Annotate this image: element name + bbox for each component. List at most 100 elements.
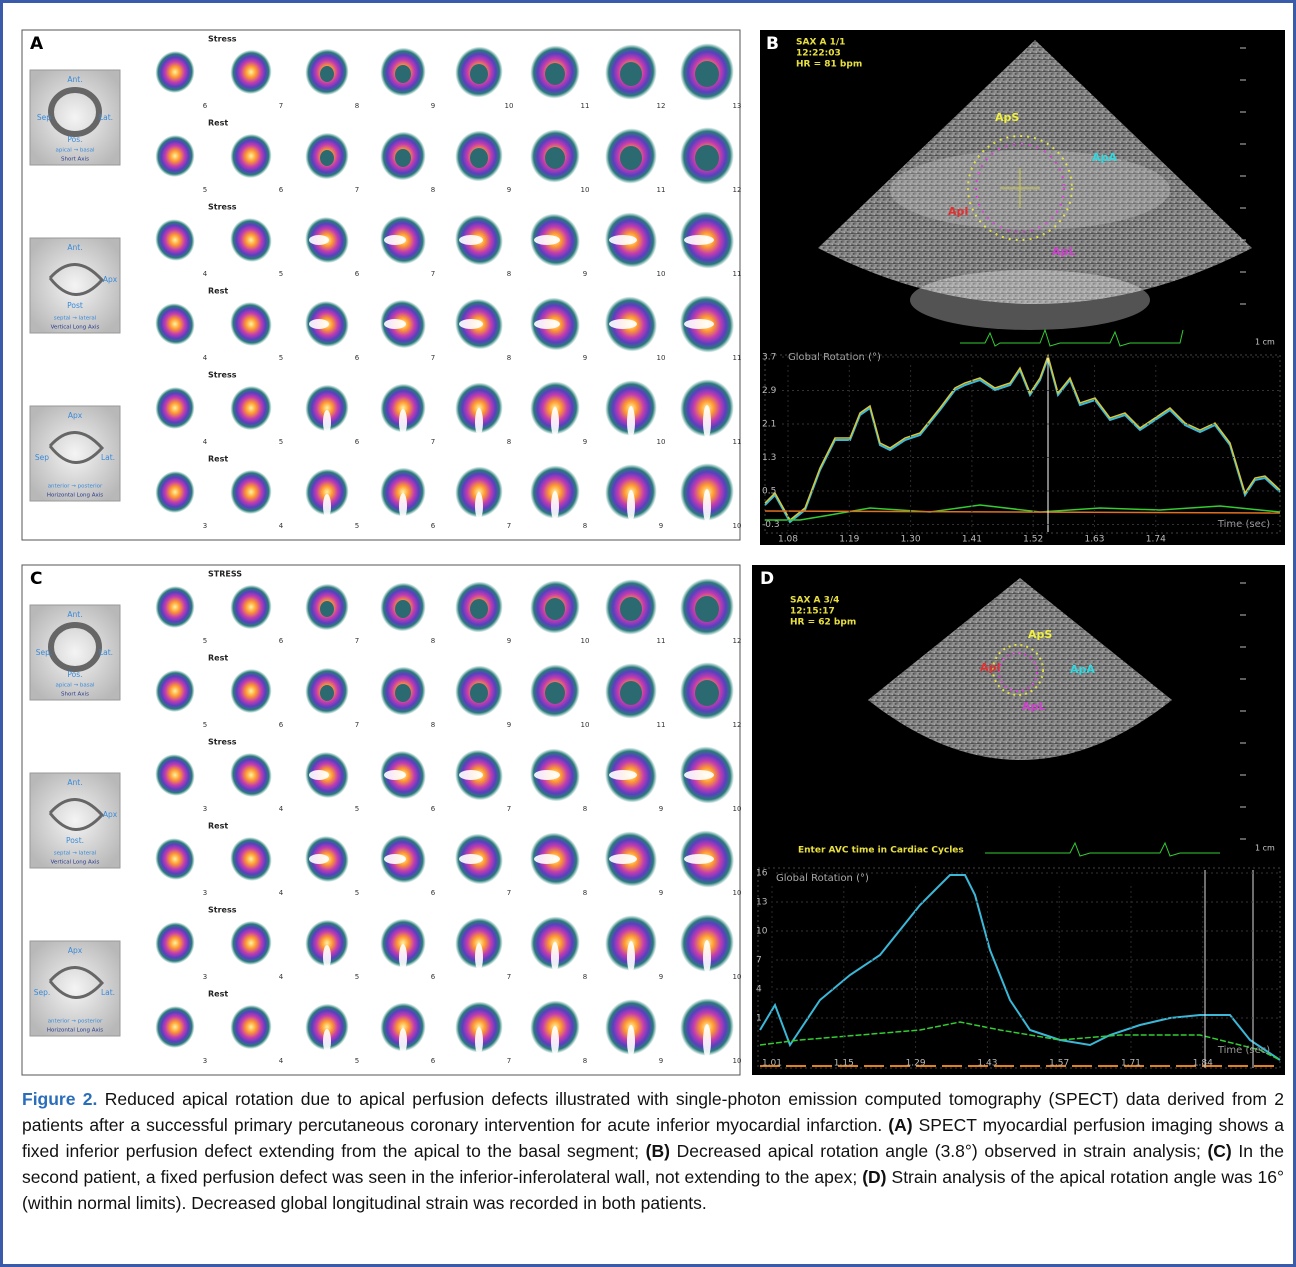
slice-cavity [470, 683, 488, 703]
schematic-label: Lat. [99, 113, 113, 122]
slice-number: 11 [733, 438, 742, 446]
slice-cavity [620, 597, 642, 621]
x-tick-label: 1.41 [962, 535, 982, 545]
echo-header: HR = 62 bpm [790, 618, 856, 628]
slice-notch [309, 770, 329, 780]
slice-notch [534, 854, 560, 864]
condition-label: Rest [208, 654, 228, 663]
slice-notch [384, 770, 406, 780]
slice-number: 12 [657, 102, 666, 110]
schematic-label: apical → basal [55, 148, 95, 154]
x-tick-label: 1.57 [1049, 1059, 1069, 1069]
y-tick-label: 7 [756, 956, 762, 966]
schematic-label: Sep [35, 453, 49, 462]
segment-label: ApA [1092, 151, 1117, 164]
slice-notch [309, 319, 329, 329]
schematic-label: Apx [68, 411, 83, 420]
slice-number: 4 [279, 1057, 284, 1065]
schematic-label: Pos. [67, 135, 82, 144]
slice-number: 11 [657, 637, 666, 645]
slice-number: 12 [733, 721, 742, 729]
slice-number: 5 [355, 889, 359, 897]
slice-cavity [395, 65, 411, 83]
segment-label: ApI [980, 661, 1000, 674]
slice-notch [323, 1029, 331, 1053]
slice-cavity [320, 66, 334, 82]
slice-number: 8 [507, 438, 511, 446]
x-tick-label: 1.01 [762, 1059, 782, 1069]
slice-notch [703, 1024, 711, 1058]
slice-number: 6 [279, 721, 284, 729]
slice-number: 7 [355, 721, 359, 729]
echo-header: 12:15:17 [790, 607, 835, 617]
slice-number: 5 [203, 721, 207, 729]
slice-number: 10 [733, 973, 742, 981]
condition-label: Stress [208, 906, 237, 915]
y-tick-label: 0.5 [762, 487, 776, 497]
panel-reference: (C) [1207, 1141, 1231, 1161]
slice-cavity [695, 596, 719, 622]
slice-notch [609, 235, 637, 245]
x-tick-label: 1.74 [1146, 535, 1166, 545]
slice-number: 7 [355, 186, 359, 194]
slice-notch [627, 406, 635, 438]
slice-number: 5 [203, 186, 207, 194]
slice-notch [384, 854, 406, 864]
slice-notch [534, 319, 560, 329]
slice-notch [475, 943, 483, 971]
slice-number: 4 [279, 522, 284, 530]
segment-label: ApA [1070, 663, 1095, 676]
slice-notch [609, 319, 637, 329]
slice-number: 6 [431, 1057, 436, 1065]
segment-label: ApS [1028, 628, 1052, 641]
schematic-label: Ant. [67, 610, 82, 619]
slice-number: 7 [507, 522, 511, 530]
slice-notch [384, 319, 406, 329]
y-tick-label: 1.3 [762, 453, 776, 463]
slice-notch [309, 854, 329, 864]
slice-number: 10 [505, 102, 514, 110]
y-tick-label: 3.7 [762, 353, 776, 363]
slice-number: 9 [583, 438, 587, 446]
echo-header: SAX A 1/1 [796, 38, 845, 48]
panel-reference: (D) [862, 1167, 886, 1187]
slice-notch [399, 944, 407, 970]
slice-number: 10 [657, 270, 666, 278]
slice-number: 8 [583, 889, 587, 897]
panel-label: C [30, 569, 42, 589]
x-axis-label: Time (sec) [1217, 1045, 1270, 1056]
slice-number: 3 [203, 973, 207, 981]
slice-cavity [320, 601, 334, 617]
condition-label: Stress [208, 203, 237, 212]
scale-bar: 1 cm [1255, 844, 1275, 853]
slice-cavity [395, 600, 411, 618]
schematic-label: septal → lateral [54, 851, 97, 857]
condition-label: Rest [208, 119, 228, 128]
condition-label: STRESS [208, 570, 242, 579]
caption-text: Decreased apical rotation angle (3.8°) o… [670, 1141, 1208, 1161]
slice-number: 9 [507, 637, 511, 645]
y-tick-label: -0.3 [762, 520, 780, 530]
slice-number: 4 [279, 805, 284, 813]
slice-number: 6 [431, 973, 436, 981]
slice-number: 11 [657, 721, 666, 729]
slice-number: 8 [431, 637, 435, 645]
slice-number: 9 [659, 889, 663, 897]
schematic-label: Apx [103, 810, 118, 819]
slice-number: 6 [431, 522, 436, 530]
slice-cavity [695, 680, 719, 706]
x-tick-label: 1.08 [778, 535, 798, 545]
slice-notch [459, 319, 483, 329]
slice-number: 4 [203, 354, 208, 362]
slice-cavity [470, 599, 488, 619]
slice-number: 9 [659, 522, 663, 530]
echo-header: 12:22:03 [796, 49, 841, 59]
segment-label: ApI [948, 205, 968, 218]
slice-number: 5 [279, 270, 283, 278]
panel-label: A [30, 34, 44, 54]
slice-notch [609, 770, 637, 780]
slice-number: 7 [279, 102, 283, 110]
slice-cavity [695, 61, 719, 87]
slice-number: 9 [507, 721, 511, 729]
slice-notch [534, 770, 560, 780]
